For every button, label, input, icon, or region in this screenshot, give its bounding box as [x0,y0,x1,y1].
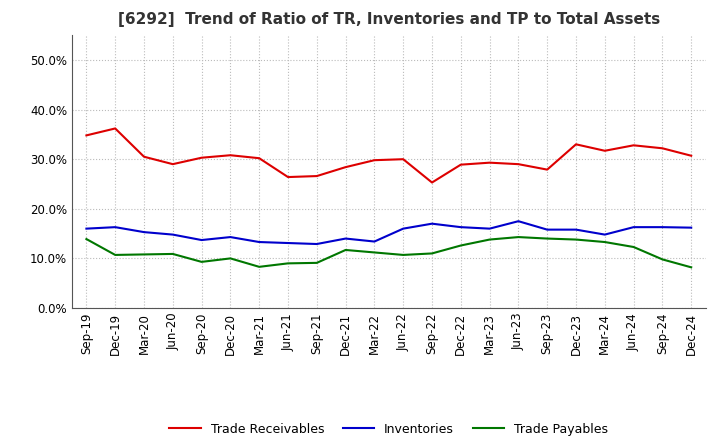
Trade Receivables [111,126,120,131]
Inventories [197,238,206,243]
Inventories [168,232,177,237]
Trade Receivables [370,158,379,163]
Trade Receivables [629,143,638,148]
Inventories [312,242,321,247]
Trade Receivables [341,165,350,170]
Trade Receivables [543,167,552,172]
Trade Payables [514,235,523,240]
Inventories [456,224,465,230]
Inventories [82,226,91,231]
Trade Payables [658,257,667,262]
Trade Payables [629,244,638,249]
Inventories [629,224,638,230]
Trade Payables [428,251,436,256]
Line: Trade Payables: Trade Payables [86,237,691,268]
Trade Payables [485,237,494,242]
Inventories [111,224,120,230]
Trade Payables [197,259,206,264]
Trade Receivables [399,157,408,162]
Inventories [514,219,523,224]
Trade Payables [226,256,235,261]
Inventories [428,221,436,226]
Line: Trade Receivables: Trade Receivables [86,128,691,183]
Trade Payables [82,236,91,242]
Inventories [485,226,494,231]
Inventories [140,230,148,235]
Inventories [399,226,408,231]
Trade Payables [370,250,379,255]
Line: Inventories: Inventories [86,221,691,244]
Trade Receivables [658,146,667,151]
Inventories [370,239,379,244]
Trade Receivables [485,160,494,165]
Trade Receivables [140,154,148,159]
Trade Payables [284,261,292,266]
Trade Receivables [572,142,580,147]
Trade Receivables [255,156,264,161]
Inventories [600,232,609,237]
Trade Payables [312,260,321,265]
Trade Receivables [600,148,609,154]
Trade Payables [399,252,408,257]
Trade Receivables [226,153,235,158]
Trade Payables [600,239,609,245]
Inventories [255,239,264,245]
Inventories [687,225,696,230]
Trade Receivables [456,162,465,167]
Trade Payables [111,252,120,257]
Inventories [543,227,552,232]
Trade Payables [572,237,580,242]
Inventories [341,236,350,241]
Inventories [226,235,235,240]
Trade Receivables [197,155,206,160]
Trade Payables [687,265,696,270]
Title: [6292]  Trend of Ratio of TR, Inventories and TP to Total Assets: [6292] Trend of Ratio of TR, Inventories… [117,12,660,27]
Trade Receivables [312,173,321,179]
Inventories [572,227,580,232]
Trade Payables [140,252,148,257]
Trade Payables [341,247,350,253]
Trade Payables [168,251,177,257]
Trade Receivables [82,133,91,138]
Trade Receivables [284,174,292,180]
Trade Receivables [168,161,177,167]
Inventories [284,240,292,246]
Trade Payables [543,236,552,241]
Legend: Trade Receivables, Inventories, Trade Payables: Trade Receivables, Inventories, Trade Pa… [164,418,613,440]
Trade Payables [456,243,465,248]
Trade Payables [255,264,264,269]
Trade Receivables [514,161,523,167]
Trade Receivables [687,153,696,158]
Trade Receivables [428,180,436,185]
Inventories [658,224,667,230]
